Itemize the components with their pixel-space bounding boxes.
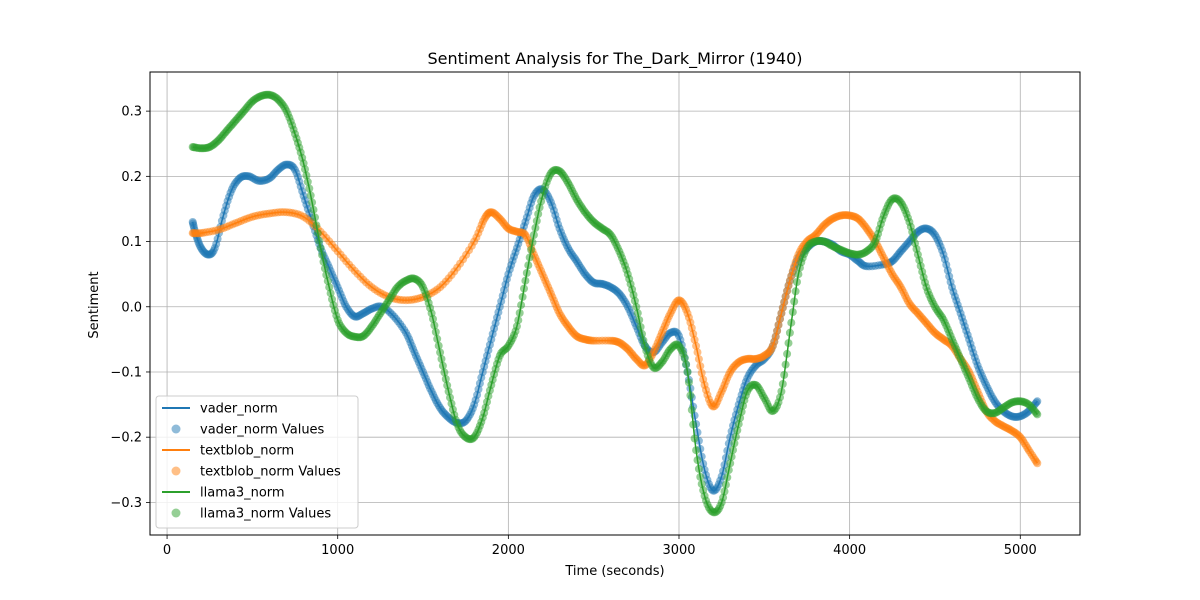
plot-frame xyxy=(149,71,1081,536)
x-tick-label: 5000 xyxy=(1004,543,1037,558)
series-textblob_norm xyxy=(188,208,1042,468)
legend-label: llama3_norm xyxy=(200,486,285,501)
legend-label: textblob_norm xyxy=(200,444,294,459)
legend: vader_norm vader_norm Values textblob_norm… xyxy=(155,395,359,529)
x-tick-label: 0 xyxy=(163,543,171,558)
legend-box xyxy=(155,395,359,529)
x-tick-label: 2000 xyxy=(492,543,525,558)
y-tick-label: −0.1 xyxy=(110,365,142,380)
legend-marker-swatch xyxy=(171,508,181,518)
legend-label: vader_norm Values xyxy=(200,423,325,438)
x-tick-label: 3000 xyxy=(662,543,695,558)
legend-marker-swatch xyxy=(171,466,181,476)
chart-title: Sentiment Analysis for The_Dark_Mirror (… xyxy=(427,49,802,69)
legend-marker-swatch xyxy=(171,424,181,434)
series-layer xyxy=(188,90,1042,517)
series-line xyxy=(192,211,1038,464)
ticks: 0 1000 2000 3000 4000 5000 −0.3 −0.2 −0.1 0.0 0.1 0… xyxy=(110,105,1036,558)
y-tick-label: −0.3 xyxy=(110,496,142,511)
series-llama3_norm xyxy=(188,90,1042,517)
y-tick-label: 0.1 xyxy=(121,235,142,250)
series-line xyxy=(192,93,1038,514)
y-tick-label: 0.0 xyxy=(121,300,142,315)
y-tick-label: 0.3 xyxy=(121,105,142,120)
legend-label: llama3_norm Values xyxy=(200,507,331,522)
y-axis-label: Sentiment xyxy=(87,271,102,338)
x-tick-label: 4000 xyxy=(833,543,866,558)
legend-label: textblob_norm Values xyxy=(200,465,341,480)
y-tick-label: −0.2 xyxy=(110,431,142,446)
x-axis-label: Time (seconds) xyxy=(564,564,664,579)
x-tick-label: 1000 xyxy=(321,543,354,558)
y-tick-label: 0.2 xyxy=(121,170,142,185)
legend-label: vader_norm xyxy=(200,402,278,417)
